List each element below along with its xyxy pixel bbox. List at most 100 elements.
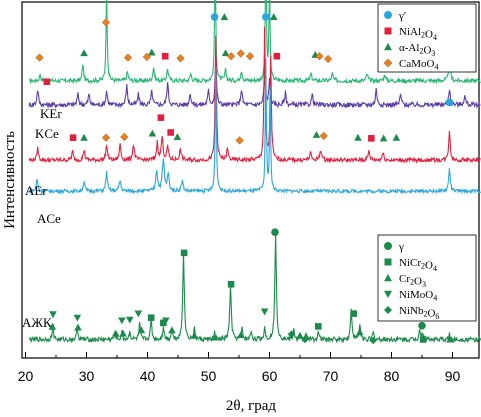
x-tick-label: 60: [262, 368, 278, 384]
legend-label: α-Al2O3: [399, 42, 435, 58]
cr2o3-marker: [137, 326, 146, 334]
series-line-3: [29, 58, 481, 195]
legend-label: NiNb2O6: [399, 305, 439, 321]
camoo4-marker: [319, 131, 328, 141]
cr2o3-marker: [355, 328, 364, 336]
nimoo4-marker: [49, 311, 57, 319]
legend-symbol-gamma: [384, 242, 392, 250]
alpha-al2o3-marker: [80, 133, 88, 141]
nial2o4-marker: [69, 134, 77, 141]
nial2o4-marker: [273, 52, 281, 60]
tick-layer: 20 30 40 50 60 70 80 90: [18, 352, 461, 384]
legend-symbol-nial2o4: [384, 27, 392, 35]
nial2o4-marker: [167, 129, 174, 136]
gamma-prime-marker: [262, 13, 270, 21]
legend-symbol-gamma-prime: [384, 11, 392, 19]
curve-label-4: АЖК: [22, 315, 52, 330]
legend-label: γ: [398, 241, 404, 253]
plot-frame: [21, 1, 480, 359]
alpha-al2o3-marker: [221, 49, 230, 57]
nial2o4-marker: [161, 52, 169, 60]
camoo4-marker: [101, 18, 111, 27]
x-tick-label: 40: [140, 368, 156, 384]
legend-symbol-cr2o3: [384, 274, 392, 282]
legend-label: CaMoO4: [399, 58, 438, 72]
alpha-al2o3-marker: [148, 129, 157, 137]
curve-label-0: KEr: [40, 106, 62, 121]
gamma-prime-marker: [210, 13, 219, 21]
nimoo4-marker: [126, 316, 134, 324]
camoo4-marker: [323, 54, 333, 64]
y-axis-title: Интенсивность: [2, 131, 18, 229]
gamma-prime-marker: [445, 98, 454, 107]
curve-label-2: AEr: [25, 183, 47, 198]
cr2o3-marker: [168, 326, 176, 334]
nial2o4-marker: [157, 114, 165, 121]
alpha-al2o3-marker: [173, 133, 182, 140]
legend-label: NiCr2O4: [399, 257, 437, 273]
cr2o3-marker: [210, 333, 219, 341]
cr2o3-marker: [48, 322, 57, 330]
series-layer: [28, 0, 481, 344]
legend-label: NiMoO4: [399, 289, 437, 303]
alpha-al2o3-marker: [379, 134, 388, 142]
nimoo4-marker: [73, 314, 82, 322]
alpha-al2o3-marker: [80, 49, 88, 57]
x-tick-label: 50: [201, 368, 217, 384]
cr2o3-marker: [296, 331, 304, 339]
camoo4-marker: [176, 54, 185, 63]
nicr2o4-marker: [315, 323, 322, 330]
series-line-1: [28, 52, 481, 110]
series-line-0: [29, 0, 481, 85]
camoo4-marker: [245, 52, 255, 61]
alpha-al2o3-marker: [220, 13, 229, 20]
legend-symbol-nicr2o4: [384, 258, 392, 266]
curve-label-3: ACe: [37, 211, 61, 226]
nimoo4-marker: [118, 317, 126, 325]
x-tick-label: 80: [384, 368, 400, 384]
series-line-4: [28, 233, 481, 344]
alpha-al2o3-marker: [392, 133, 401, 141]
nimoo4-marker: [134, 310, 143, 318]
camoo4-marker: [142, 52, 152, 62]
nimoo4-marker: [260, 308, 269, 316]
curve-label-1: KCe: [35, 126, 59, 141]
alpha-al2o3-marker: [354, 133, 362, 141]
camoo4-marker: [120, 132, 129, 142]
legend-label: NiAl2O4: [399, 26, 437, 42]
alpha-al2o3-marker: [269, 13, 278, 20]
legend-bottom-box: [377, 234, 477, 322]
nicr2o4-marker: [147, 314, 155, 322]
nicr2o4-marker: [180, 249, 188, 257]
ninb2o6-marker: [301, 335, 309, 344]
camoo4-marker: [101, 133, 111, 142]
camoo4-marker: [236, 49, 245, 58]
legend-symbol-camoo4: [383, 58, 393, 68]
camoo4-marker: [315, 52, 324, 61]
gamma-marker: [418, 321, 426, 330]
nial2o4-marker: [368, 135, 375, 142]
nicr2o4-marker: [160, 319, 167, 327]
ninb2o6-marker: [287, 330, 296, 339]
legend-symbol-alpha-al2o3: [384, 43, 392, 51]
legend-symbol-nimoo4: [384, 290, 392, 298]
camoo4-marker: [226, 52, 236, 61]
x-tick-label: 70: [323, 368, 339, 384]
ninb2o6-marker: [369, 336, 377, 345]
cr2o3-marker: [190, 331, 199, 339]
cr2o3-marker: [74, 323, 82, 331]
x-tick-label: 90: [445, 368, 461, 384]
nicr2o4-marker: [419, 336, 427, 343]
legend-top-box: [377, 3, 477, 73]
nial2o4-marker: [43, 78, 51, 86]
alpha-al2o3-marker: [312, 131, 321, 138]
cr2o3-marker: [111, 329, 120, 337]
camoo4-marker: [123, 53, 133, 62]
legend-symbol-ninb2o6: [384, 306, 392, 314]
camoo4-marker: [35, 53, 44, 62]
alpha-al2o3-marker: [147, 48, 156, 56]
camoo4-marker: [235, 136, 244, 145]
cr2o3-marker: [237, 331, 245, 339]
gamma-marker: [271, 228, 279, 236]
